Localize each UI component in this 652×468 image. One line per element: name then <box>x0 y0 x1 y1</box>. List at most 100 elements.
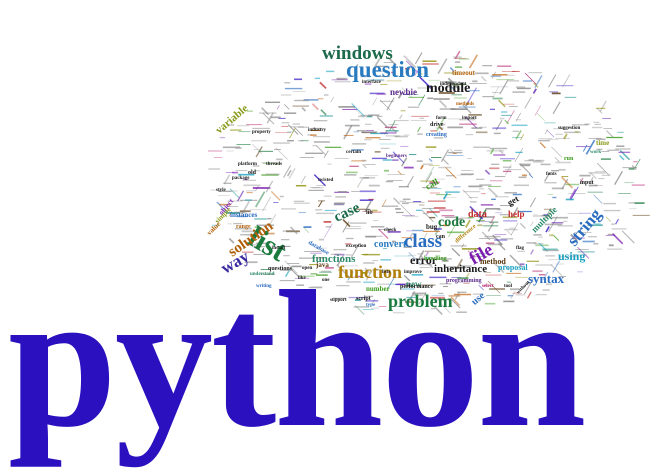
texture-stroke <box>546 129 555 138</box>
texture-stroke <box>561 176 574 189</box>
texture-stroke <box>570 233 578 242</box>
texture-stroke <box>621 230 635 244</box>
texture-stroke <box>615 218 620 225</box>
texture-stroke <box>270 190 281 201</box>
texture-stroke <box>450 298 461 309</box>
texture-stroke <box>342 219 351 228</box>
texture-stroke <box>372 97 378 106</box>
texture-stroke <box>425 251 430 257</box>
texture-stroke <box>352 106 364 118</box>
word-methods: methods <box>456 102 475 107</box>
texture-stroke <box>407 60 414 67</box>
word-like: like <box>298 276 306 281</box>
word-lib: lib <box>366 210 373 216</box>
word-independent: independent <box>440 82 467 87</box>
texture-stroke <box>420 255 434 269</box>
texture-stroke <box>414 52 423 65</box>
texture-stroke <box>287 124 299 135</box>
word-lists: lists <box>382 270 391 275</box>
texture-stroke <box>596 162 610 176</box>
texture-stroke <box>405 60 419 74</box>
texture-stroke <box>405 282 410 288</box>
texture-stroke <box>343 124 353 140</box>
word-newbie: newbie <box>390 87 417 97</box>
word-module: module <box>426 81 471 96</box>
texture-stroke <box>228 211 233 217</box>
texture-stroke <box>499 79 509 95</box>
texture-stroke <box>336 264 350 278</box>
texture-stroke <box>552 260 560 273</box>
texture-stroke <box>504 164 512 176</box>
texture-stroke <box>397 92 403 99</box>
texture-stroke <box>393 197 401 205</box>
texture-stroke <box>254 191 266 208</box>
texture-stroke <box>364 267 371 274</box>
texture-stroke <box>441 304 451 314</box>
word-fonts: fonts <box>546 172 557 177</box>
texture-stroke <box>515 130 522 140</box>
python-title: python <box>8 251 586 468</box>
texture-stroke <box>520 134 525 141</box>
texture-stroke <box>544 208 552 219</box>
texture-stroke <box>252 143 263 155</box>
texture-stroke <box>350 242 361 258</box>
texture-stroke <box>387 274 397 290</box>
texture-stroke <box>288 167 296 179</box>
texture-stroke <box>389 120 396 131</box>
texture-stroke <box>311 103 319 111</box>
texture-stroke <box>420 164 424 170</box>
texture-stroke <box>240 200 250 217</box>
texture-stroke <box>577 246 590 259</box>
texture-stroke <box>406 175 414 188</box>
texture-stroke <box>447 77 461 91</box>
word-syntax: syntax <box>528 271 565 286</box>
word-old: old <box>248 170 257 176</box>
texture-stroke <box>449 84 456 91</box>
texture-stroke <box>438 99 448 109</box>
texture-stroke <box>553 235 560 241</box>
word-inheritance: inheritance <box>434 263 488 275</box>
texture-stroke <box>400 204 413 217</box>
texture-stroke <box>530 249 535 255</box>
texture-stroke <box>283 104 290 110</box>
texture-stroke <box>283 165 292 178</box>
texture-stroke <box>542 271 549 281</box>
texture-stroke <box>494 263 505 274</box>
texture-stroke <box>419 76 433 90</box>
word-improve: improve <box>404 270 422 275</box>
word-select: select <box>482 284 494 289</box>
texture-stroke <box>443 192 448 200</box>
texture-stroke <box>589 172 597 180</box>
texture-stroke <box>300 175 306 184</box>
texture-stroke <box>445 167 457 179</box>
texture-stroke <box>499 149 504 155</box>
texture-stroke <box>524 72 537 85</box>
texture-stroke <box>347 271 354 281</box>
texture-stroke <box>391 127 397 134</box>
texture-stroke <box>417 250 425 262</box>
texture-stroke <box>291 269 299 277</box>
texture-stroke <box>618 154 625 161</box>
texture-stroke <box>423 232 428 239</box>
texture-stroke <box>489 148 495 155</box>
word-problem: problem <box>388 291 453 311</box>
word-method: method <box>480 257 506 266</box>
texture-stroke <box>449 148 455 154</box>
texture-stroke <box>530 221 534 227</box>
word-drive: drive <box>430 122 444 128</box>
word-twisted: twisted <box>318 178 334 183</box>
texture-stroke <box>563 133 568 140</box>
texture-stroke <box>351 102 365 117</box>
texture-stroke <box>498 99 506 108</box>
texture-stroke <box>392 151 405 164</box>
texture-stroke <box>229 188 240 198</box>
texture-stroke <box>590 176 594 182</box>
texture-stroke <box>546 211 551 219</box>
texture-stroke <box>504 119 510 125</box>
texture-stroke <box>261 107 270 116</box>
word-instances: instances <box>230 211 258 219</box>
texture-stroke <box>544 172 551 182</box>
texture-stroke <box>442 158 449 165</box>
texture-stroke <box>585 139 596 155</box>
